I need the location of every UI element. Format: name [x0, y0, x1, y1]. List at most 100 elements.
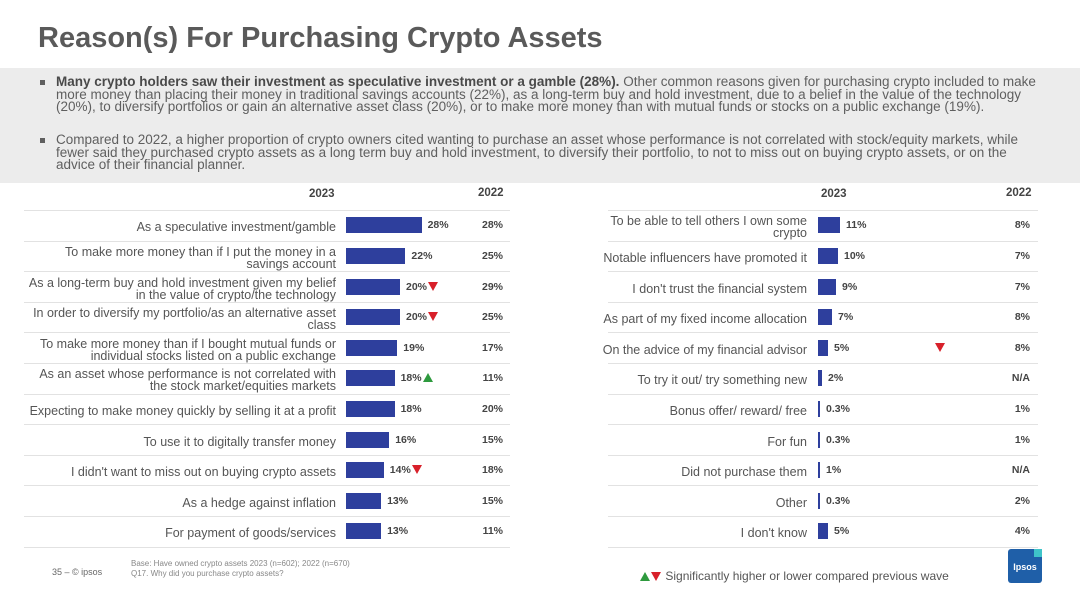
value-label: 22%	[411, 249, 433, 262]
bar	[818, 247, 838, 264]
category-label: Other	[775, 495, 807, 510]
row-divider	[24, 516, 510, 517]
row-divider	[608, 485, 1038, 487]
value-label: 20%	[406, 311, 428, 324]
value-label: 18%	[400, 372, 422, 385]
previous-value-label: 20%	[481, 402, 503, 415]
bar	[818, 339, 828, 356]
row-divider	[24, 485, 510, 487]
previous-value-label: 28%	[481, 219, 503, 232]
row-divider	[608, 210, 1038, 211]
previous-value-label: N/A	[1011, 372, 1030, 385]
value-label: 1%	[826, 464, 842, 477]
row-divider	[24, 393, 510, 395]
previous-value-label: 1%	[1014, 433, 1030, 446]
down-triangle-icon	[428, 281, 438, 291]
bullet-1-text: Other common reasons given for purchasin…	[56, 74, 1036, 114]
bar	[346, 278, 400, 295]
previous-value-label: 29%	[481, 280, 503, 293]
header-2023: 2023	[821, 188, 847, 200]
bar	[818, 492, 820, 509]
legend-text: Significantly higher or lower compared p…	[665, 569, 949, 583]
previous-value-label: 17%	[481, 341, 503, 354]
category-label: Did not purchase them	[681, 465, 807, 480]
ipsos-logo: Ipsos	[1008, 549, 1042, 583]
previous-value-label: 11%	[482, 525, 503, 538]
bar	[818, 431, 820, 448]
header-2023: 2023	[309, 188, 335, 200]
previous-value-label: 8%	[1014, 219, 1030, 232]
bar	[346, 247, 406, 264]
bar	[818, 400, 820, 417]
row-divider	[24, 301, 510, 303]
value-label: 16%	[395, 433, 417, 446]
bar	[346, 431, 390, 448]
value-label: 13%	[387, 525, 409, 538]
value-label: 14%	[389, 464, 411, 477]
previous-value-label: 7%	[1014, 249, 1030, 262]
down-triangle-icon	[935, 342, 945, 352]
summary-bullet-1: Many crypto holders saw their investment…	[40, 74, 1040, 114]
category-label: Notable influencers have promoted it	[603, 250, 807, 265]
bar	[818, 217, 840, 234]
category-label: As a long-term buy and hold investment g…	[28, 275, 336, 302]
row-divider	[608, 301, 1038, 303]
up-triangle-icon	[640, 572, 650, 582]
bullet-2-text: Compared to 2022, a higher proportion of…	[56, 132, 1019, 172]
bar	[818, 309, 832, 326]
page-number: 35 – © ipsos	[52, 567, 103, 577]
bar	[818, 370, 822, 387]
previous-value-label: 25%	[481, 311, 503, 324]
value-label: 0.3%	[826, 402, 850, 415]
bar	[346, 462, 384, 479]
category-label: To be able to tell others I own some cry…	[610, 214, 807, 241]
category-label: As part of my fixed income allocation	[603, 312, 807, 327]
row-divider	[608, 271, 1038, 273]
value-label: 20%	[406, 280, 428, 293]
value-label: 7%	[838, 311, 854, 324]
bar	[346, 217, 422, 234]
summary-panel: Many crypto holders saw their investment…	[0, 68, 1080, 183]
base-text: Base: Have owned crypto assets 2023 (n=6…	[131, 559, 350, 568]
category-label: For payment of goods/services	[165, 526, 336, 541]
row-divider	[24, 271, 510, 273]
summary-bullet-2: Compared to 2022, a higher proportion of…	[40, 132, 1040, 172]
row-divider	[24, 240, 510, 242]
bullet-1-bold-text: Many crypto holders saw their investment…	[56, 74, 620, 89]
value-label: 0.3%	[826, 494, 850, 507]
value-label: 13%	[387, 494, 409, 507]
category-label: To try it out/ try something new	[637, 373, 807, 388]
value-label: 5%	[834, 525, 850, 538]
category-label: I don't trust the financial system	[632, 281, 807, 296]
row-divider	[608, 332, 1038, 334]
category-label: As a hedge against inflation	[182, 495, 336, 510]
logo-text: Ipsos	[1013, 562, 1037, 572]
previous-value-label: 7%	[1014, 280, 1030, 293]
bar	[818, 523, 828, 540]
logo-corner	[1034, 549, 1042, 557]
previous-value-label: 2%	[1014, 494, 1030, 507]
category-label: To use it to digitally transfer money	[143, 434, 336, 449]
value-label: 28%	[427, 219, 449, 232]
significance-legend: Significantly higher or lower compared p…	[640, 569, 949, 583]
category-label: I didn't want to miss out on buying cryp…	[70, 465, 336, 480]
category-label: As an asset whose performance is not cor…	[39, 367, 336, 394]
value-label: 2%	[828, 372, 844, 385]
previous-value-label: 11%	[482, 372, 503, 385]
category-label: To make more money than if I put the mon…	[65, 244, 336, 271]
header-2022: 2022	[1006, 187, 1032, 199]
value-label: 9%	[842, 280, 858, 293]
bullet-square-icon	[40, 80, 45, 85]
bar	[346, 339, 398, 356]
row-divider	[608, 516, 1038, 517]
row-divider	[608, 546, 1038, 548]
row-divider	[24, 363, 510, 364]
category-label: Expecting to make money quickly by selli…	[29, 403, 336, 418]
category-label: In order to diversify my portfolio/as an…	[33, 306, 336, 333]
question-text: Q17. Why did you purchase crypto assets?	[131, 569, 284, 578]
category-label: For fun	[767, 434, 807, 449]
bar	[818, 278, 836, 295]
row-divider	[24, 546, 510, 548]
row-divider	[608, 240, 1038, 242]
down-triangle-icon	[411, 465, 422, 475]
